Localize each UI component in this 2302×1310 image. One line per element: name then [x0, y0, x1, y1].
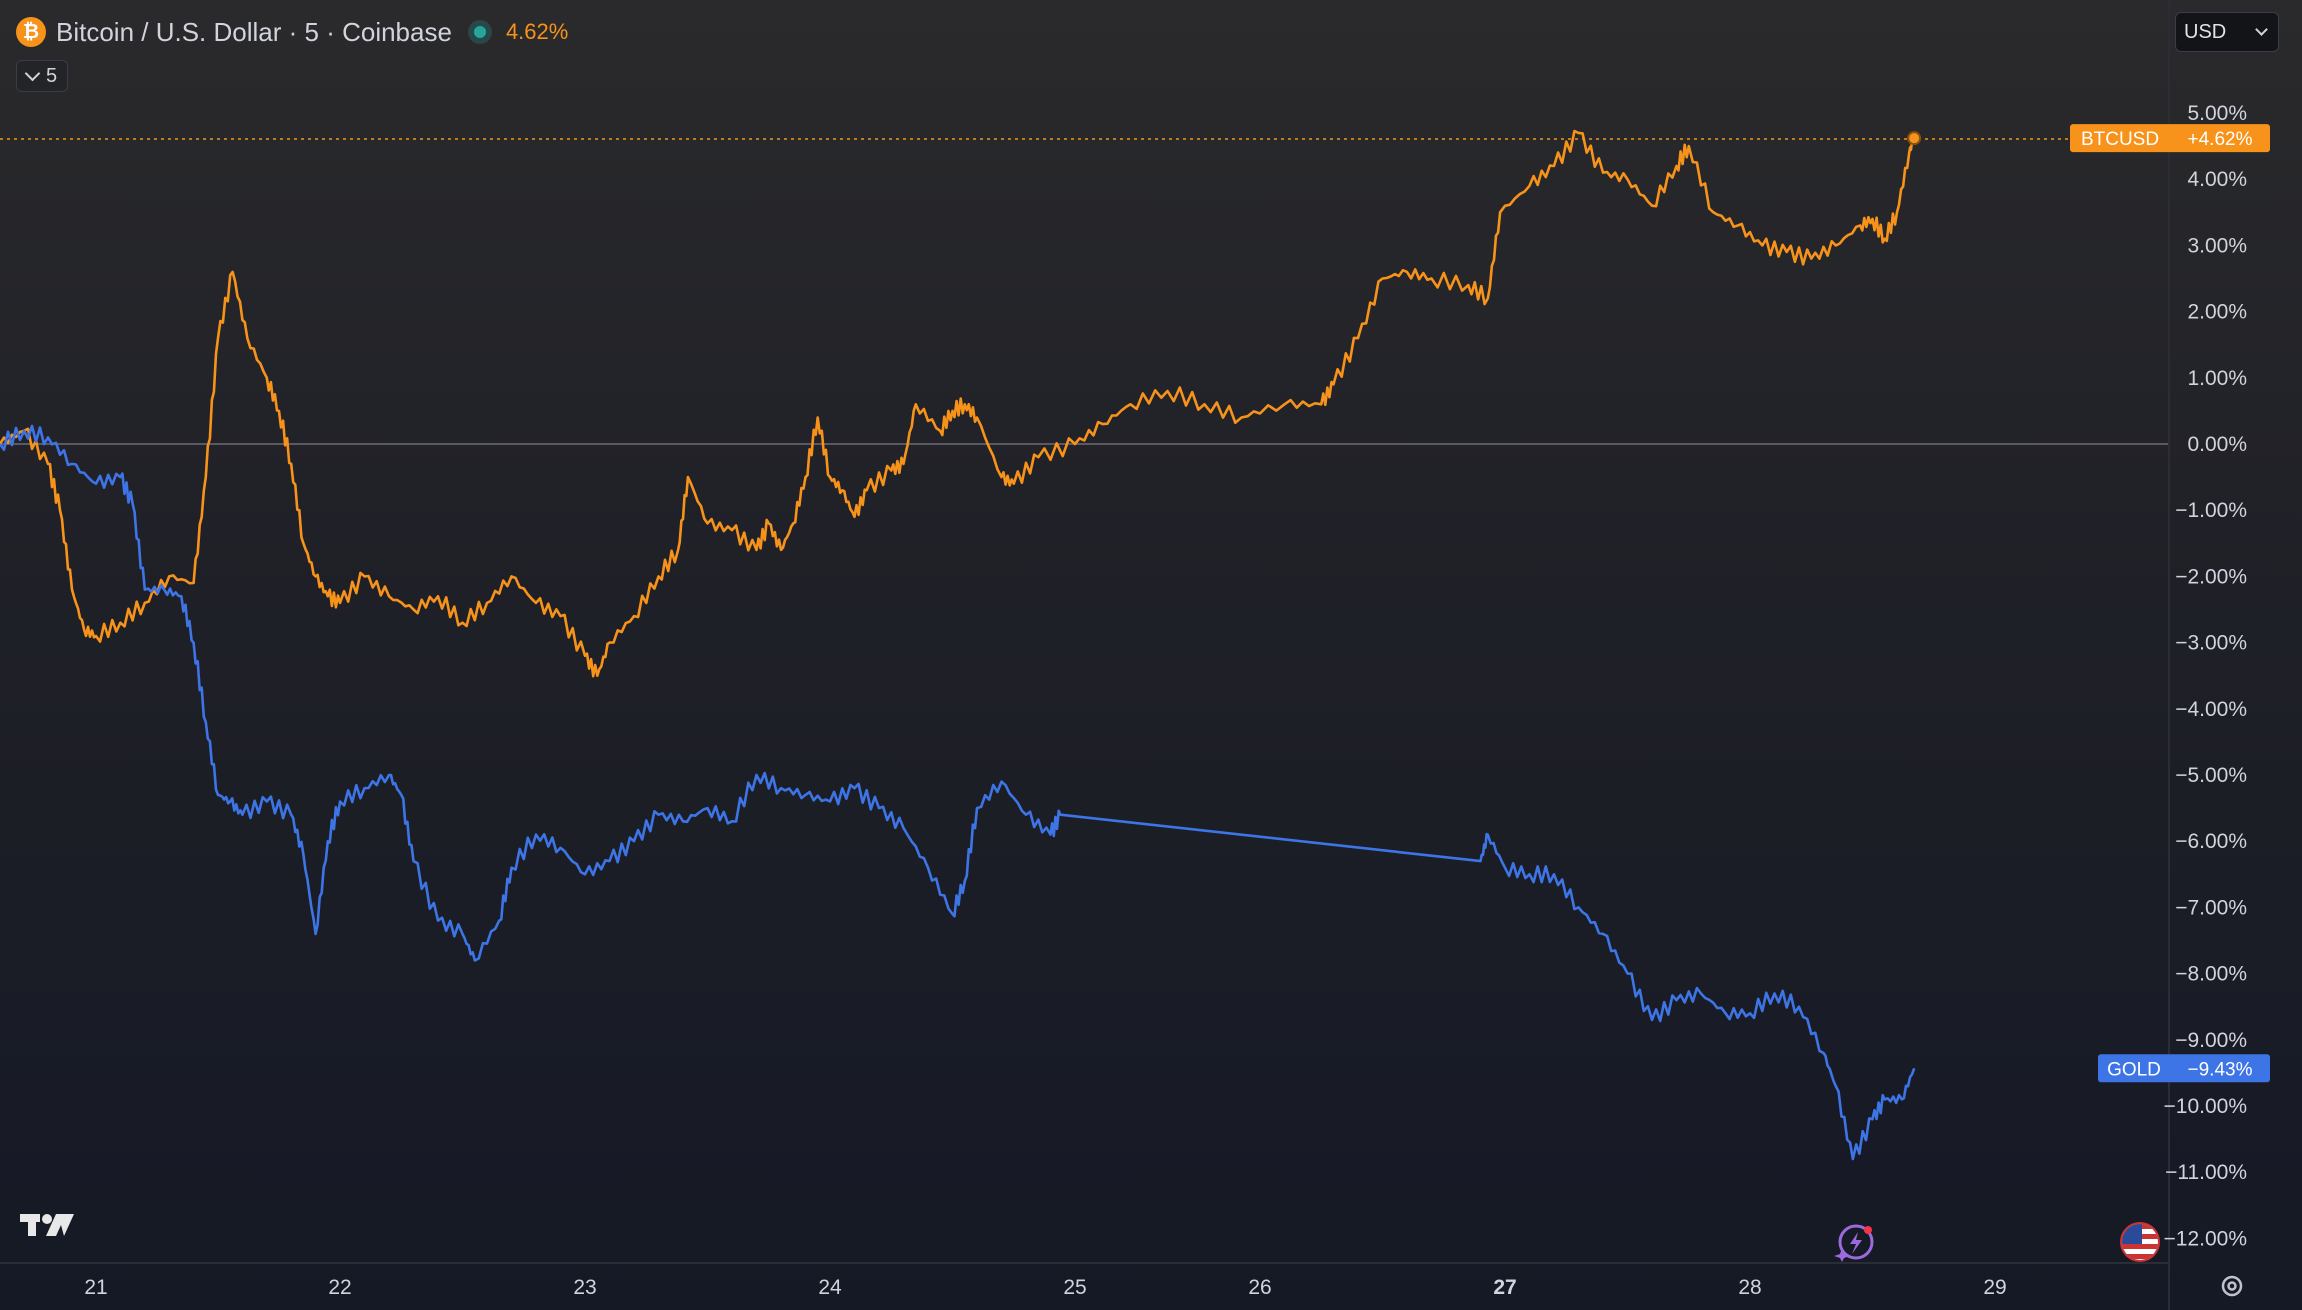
change-percent: 4.62% — [505, 19, 569, 44]
y-tick-label: 3.00% — [2187, 234, 2247, 257]
currency-select[interactable]: USD — [2175, 12, 2279, 52]
chevron-down-icon — [24, 65, 41, 82]
x-tick-label: 29 — [1983, 1276, 2006, 1299]
chevron-down-icon — [2255, 23, 2268, 36]
series-gold-last-value: −9.43% — [2188, 1059, 2253, 1080]
y-tick-label: −7.00% — [2175, 896, 2247, 919]
y-tick-label: −11.00% — [2165, 1161, 2247, 1184]
tradingview-logo-icon[interactable] — [20, 1210, 74, 1240]
series-btcusd-last-value: +4.62% — [2188, 129, 2253, 150]
y-tick-label: −4.00% — [2175, 698, 2247, 721]
y-tick-label: −10.00% — [2164, 1095, 2248, 1118]
y-tick-label: −3.00% — [2175, 632, 2247, 655]
y-tick-label: −6.00% — [2175, 830, 2247, 853]
interval-value: 5 — [46, 64, 58, 87]
x-tick-label: 23 — [573, 1276, 596, 1299]
us-flag-icon[interactable] — [2120, 1222, 2160, 1262]
x-tick-label: 22 — [328, 1276, 351, 1299]
y-tick-label: −2.00% — [2175, 565, 2247, 588]
series-gold-line — [0, 424, 1916, 1161]
x-tick-label: 26 — [1248, 1276, 1271, 1299]
interval-toggle-button[interactable]: 5 — [16, 60, 69, 92]
y-tick-label: −1.00% — [2175, 499, 2247, 522]
y-tick-label: 5.00% — [2187, 102, 2247, 125]
y-tick-label: 2.00% — [2187, 301, 2247, 324]
series-btcusd-line — [0, 129, 1916, 678]
series-gold-label-bg — [2098, 1054, 2270, 1083]
x-tick-label: 27 — [1493, 1276, 1516, 1299]
x-axis: 21 22 23 24 25 26 27 28 29 — [84, 1276, 2006, 1299]
y-axis: 5.00% 4.00% 3.00% 2.00% 1.00% 0.00% −1.00% −2.0… — [2164, 102, 2248, 1250]
symbol-title[interactable]: Bitcoin / U.S. Dollar · 5 · Coinbase — [56, 16, 452, 47]
x-tick-label: 21 — [84, 1276, 107, 1299]
settings-gear-icon[interactable] — [2218, 1272, 2246, 1300]
last-value-labels: BTCUSD +4.62% GOLD −9.43% — [2070, 124, 2270, 1083]
series-btcusd-label-bg — [2070, 124, 2270, 153]
series-layer — [0, 129, 1922, 1161]
symbol-header[interactable]: ₿ Bitcoin / U.S. Dollar · 5 · Coinbase 4… — [16, 14, 568, 50]
market-open-dot-icon — [467, 20, 492, 44]
y-tick-label: 1.00% — [2187, 367, 2247, 390]
y-tick-label: 0.00% — [2187, 433, 2247, 456]
btc-last-point — [1907, 131, 1922, 146]
x-tick-label: 28 — [1738, 1276, 1761, 1299]
series-btcusd-name: BTCUSD — [2081, 129, 2159, 150]
y-tick-label: −5.00% — [2175, 764, 2247, 787]
y-tick-label: −8.00% — [2175, 963, 2247, 986]
series-gold-name: GOLD — [2107, 1059, 2161, 1080]
y-tick-label: 4.00% — [2187, 168, 2247, 191]
y-tick-label: −9.00% — [2175, 1029, 2247, 1052]
x-tick-label: 25 — [1063, 1276, 1086, 1299]
assistant-sparkle-icon[interactable] — [1832, 1222, 1876, 1266]
y-tick-label: −12.00% — [2164, 1227, 2248, 1250]
bitcoin-icon: ₿ — [16, 17, 46, 47]
x-tick-label: 24 — [818, 1276, 842, 1299]
currency-value: USD — [2184, 20, 2227, 43]
